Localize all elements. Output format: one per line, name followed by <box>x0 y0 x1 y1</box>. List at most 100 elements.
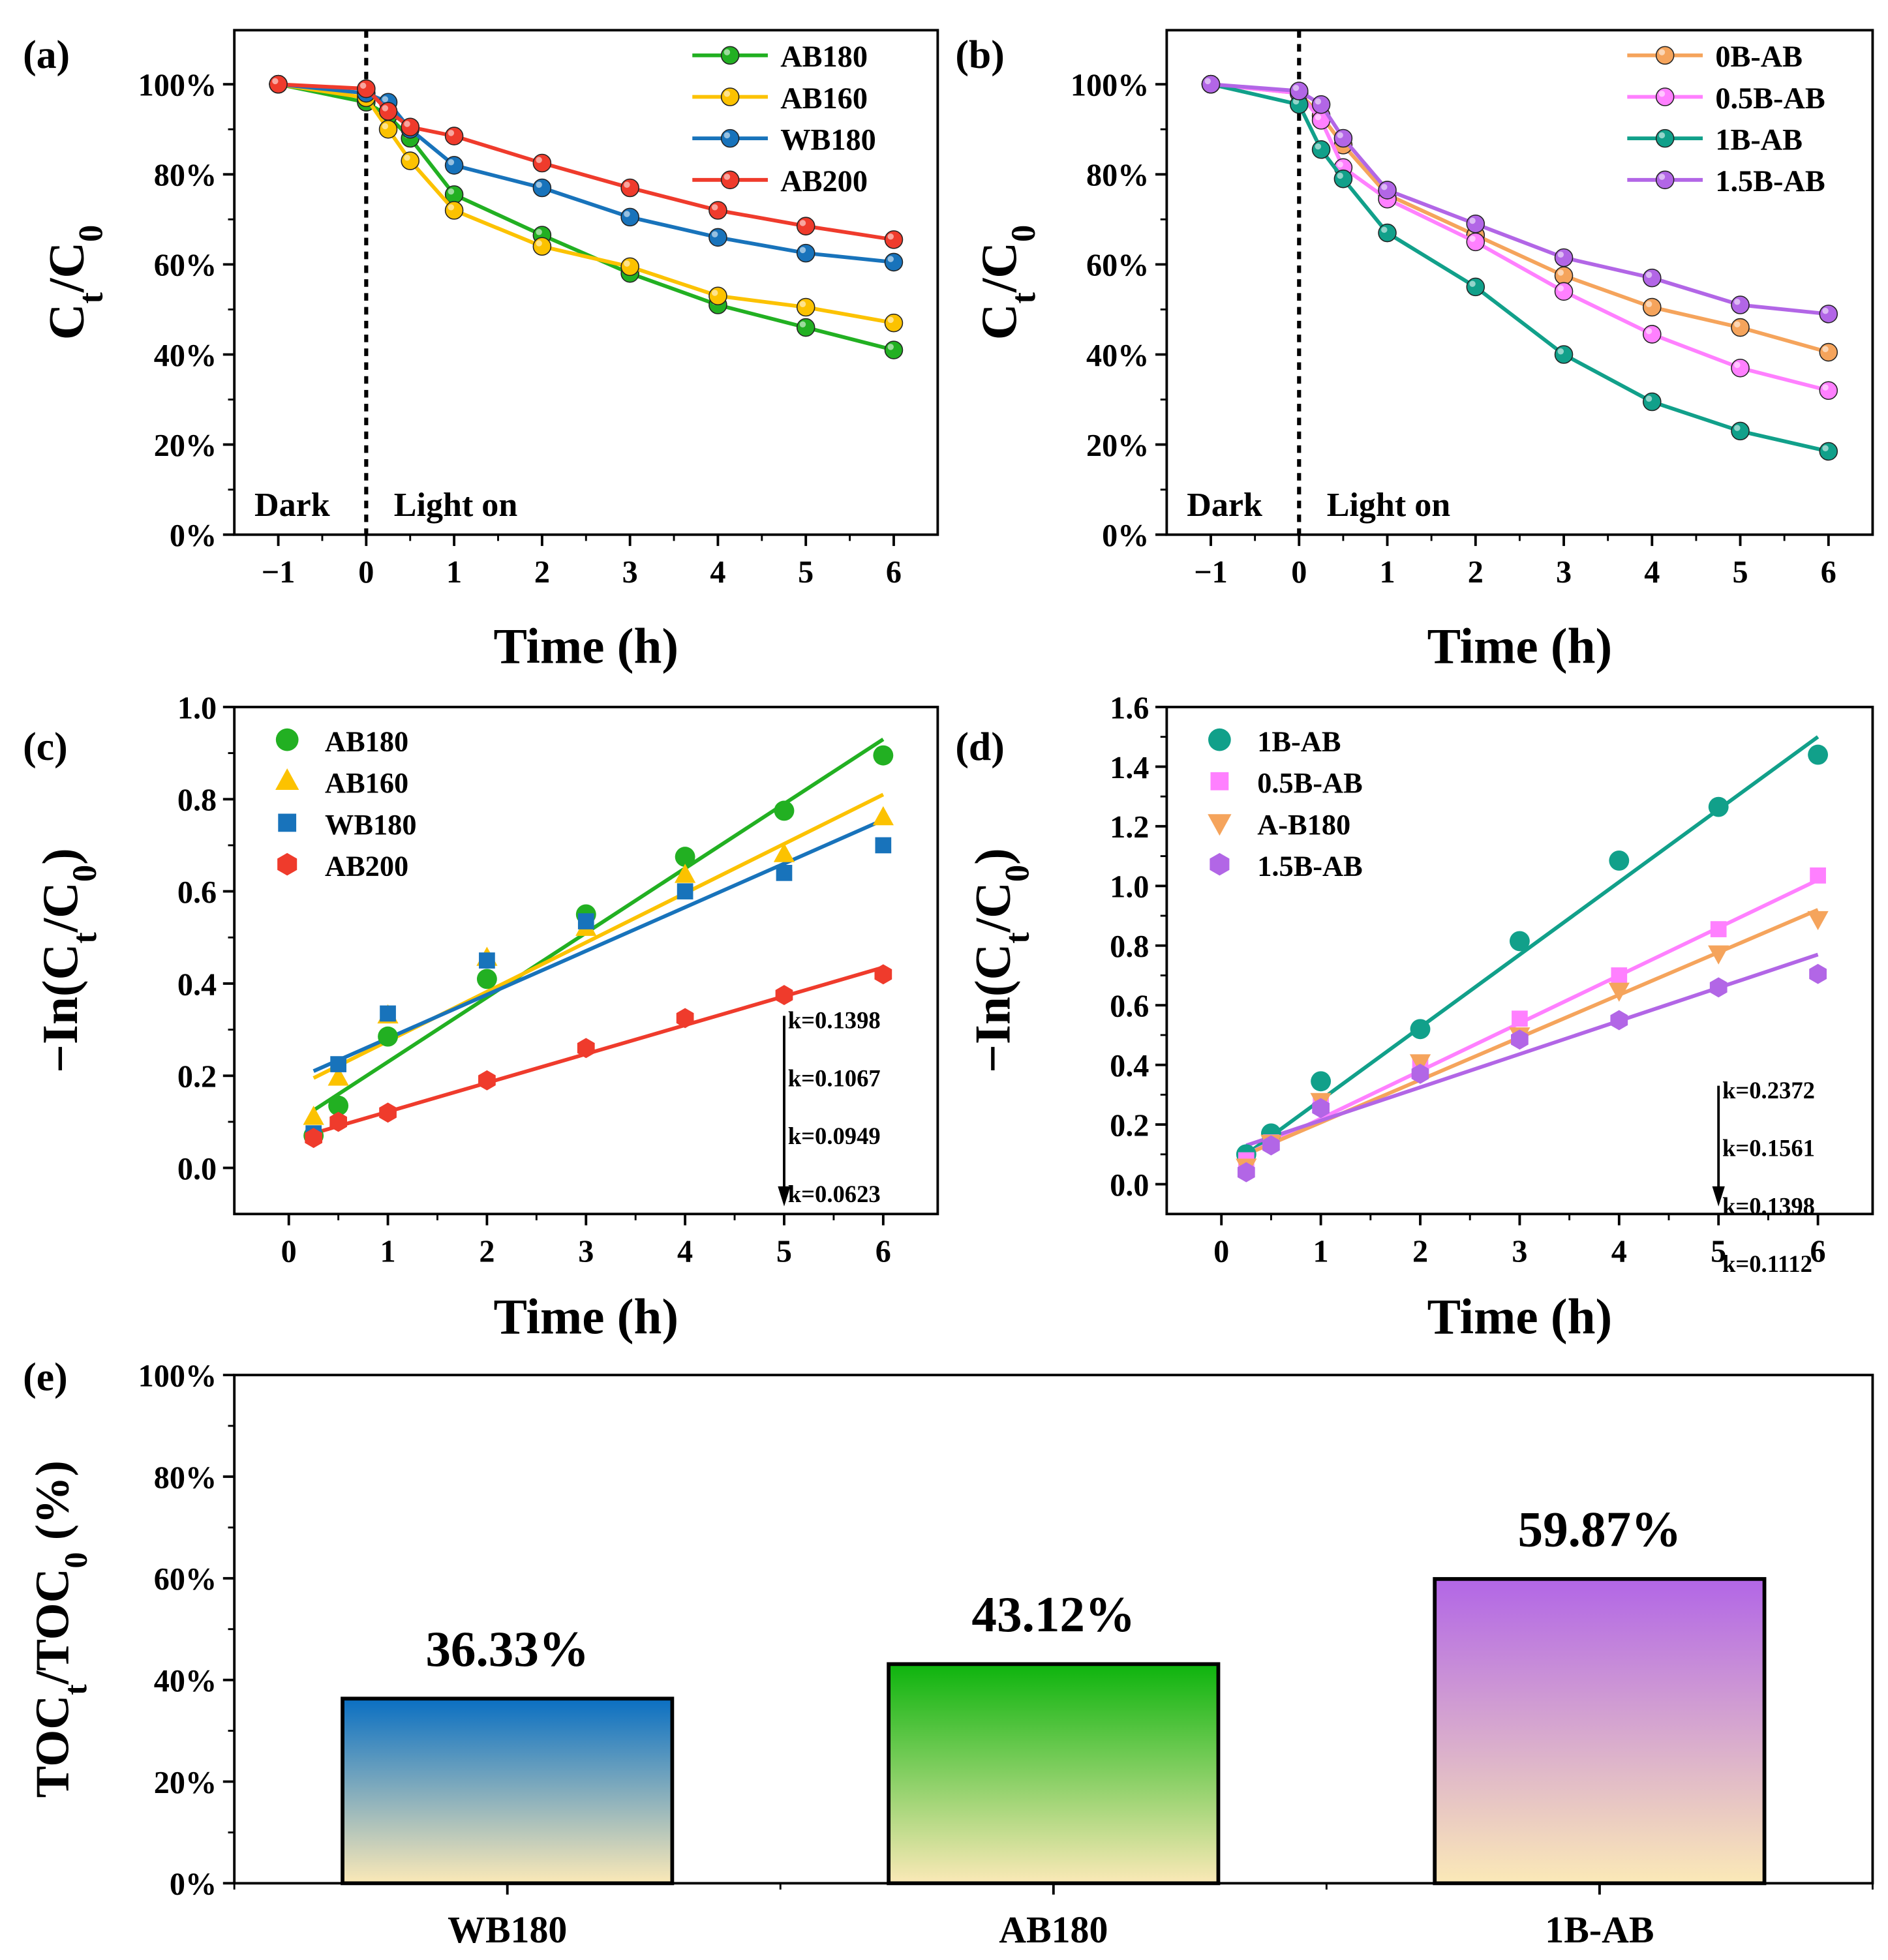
point-AB200-gloss <box>448 130 455 136</box>
point-AB200 <box>577 1038 595 1059</box>
x-tick-label: 4 <box>677 1235 693 1269</box>
label-part: t <box>998 932 1036 944</box>
x-tick-label: 0 <box>281 1235 297 1269</box>
x-tick-label: 1 <box>446 555 462 590</box>
legend-label-1.5B-AB: 1.5B-AB <box>1715 165 1825 198</box>
series-line-1B-AB <box>1210 82 1829 453</box>
y-tick-label: 80% <box>154 158 217 193</box>
x-tick-label: 0 <box>358 555 374 590</box>
y-tick-label: 0.4 <box>1110 1049 1149 1083</box>
legend-marker-WB180 <box>720 128 740 148</box>
point-AB200 <box>379 1102 397 1123</box>
legend-label-1B-AB: 1B-AB <box>1257 725 1341 757</box>
point-AB180-gloss <box>887 344 894 350</box>
y-tick-label: 0.2 <box>1110 1108 1149 1143</box>
label-part: t <box>72 292 110 304</box>
point-AB160-gloss <box>536 240 542 247</box>
x-tick-label: 6 <box>875 1235 891 1269</box>
point-1.5B-AB-gloss <box>1381 183 1388 190</box>
fit-line-AB200 <box>312 965 884 1136</box>
y-tick-label: 80% <box>1086 158 1149 193</box>
point-AB200 <box>884 230 904 249</box>
y-tick-label: 0.8 <box>1110 929 1149 964</box>
point-1B-AB <box>1609 851 1630 871</box>
category-label: 1B-AB <box>1545 1908 1654 1951</box>
point-0.5B-AB-gloss <box>1337 161 1343 168</box>
legend-marker-0.5B-AB <box>1655 87 1675 106</box>
y-tick-label: 60% <box>1086 249 1149 283</box>
label-part: /C <box>971 242 1027 293</box>
y-tick-label: 100% <box>1071 68 1150 103</box>
point-0.5B-AB <box>1611 967 1628 984</box>
legend-label-AB200: AB200 <box>325 849 408 882</box>
category-label: AB180 <box>999 1908 1108 1951</box>
x-tick-label: 3 <box>1556 555 1572 590</box>
x-axis-label: Time (h) <box>493 618 678 674</box>
x-tick-label: 5 <box>776 1235 792 1269</box>
legend-marker-0.5B-AB-gloss <box>1658 91 1666 97</box>
y-tick-label: 1.6 <box>1110 691 1149 725</box>
point-1B-AB-gloss <box>1381 226 1388 234</box>
y-tick-label: 0% <box>170 1867 217 1902</box>
point-AB200 <box>708 201 727 220</box>
legend-marker-AB160 <box>720 87 740 106</box>
k-arrow-head <box>1712 1186 1725 1207</box>
label-part: t <box>1005 292 1043 304</box>
k-label: k=0.2372 <box>1722 1077 1815 1104</box>
point-0.5B-AB-gloss <box>1557 285 1564 292</box>
legend-marker-1.5B-AB <box>1210 852 1230 876</box>
legend-label-WB180: WB180 <box>780 124 876 157</box>
point-WB180-gloss <box>799 247 806 254</box>
point-0B-AB-gloss <box>1645 301 1652 307</box>
point-AB160 <box>773 843 795 862</box>
y-tick-label: 0.0 <box>1110 1168 1149 1203</box>
point-1.5B-AB-gloss <box>1337 132 1343 139</box>
label-part: /C <box>38 242 95 293</box>
point-0.5B-AB-gloss <box>1645 327 1652 335</box>
label-part: ) <box>964 848 1020 865</box>
point-AB200 <box>532 153 552 173</box>
point-WB180 <box>677 883 693 899</box>
point-AB200-gloss <box>887 233 894 240</box>
point-1.5B-AB <box>1731 295 1750 314</box>
y-tick-label: 100% <box>138 68 217 103</box>
point-1.5B-AB-gloss <box>1822 307 1829 314</box>
point-AB180 <box>884 340 904 359</box>
point-WB180-gloss <box>448 159 455 166</box>
x-tick-label: 2 <box>1468 555 1484 590</box>
bar-AB180 <box>887 1662 1221 1886</box>
point-0B-AB <box>1731 318 1750 337</box>
point-1.5B-AB <box>1289 82 1309 100</box>
point-WB180 <box>532 178 552 198</box>
point-1B-AB <box>1311 1071 1332 1092</box>
point-WB180-gloss <box>536 181 542 188</box>
point-AB200 <box>378 102 398 121</box>
dark-label: Dark <box>254 487 330 524</box>
point-WB180 <box>380 1005 396 1022</box>
y-axis-label: TOCt/TOC0 (%) <box>26 1460 93 1798</box>
point-AB200 <box>357 79 376 98</box>
x-tick-label: 3 <box>578 1235 594 1269</box>
point-AB200 <box>444 127 464 145</box>
point-AB160 <box>884 313 904 333</box>
legend-marker-AB180 <box>275 728 299 751</box>
point-0B-AB <box>1554 266 1574 285</box>
x-axis-label: Time (h) <box>1427 618 1613 674</box>
point-AB160-gloss <box>624 260 630 267</box>
y-tick-label: 40% <box>154 1664 217 1698</box>
point-1.5B-AB <box>1819 305 1838 324</box>
point-AB160 <box>327 1066 349 1086</box>
legend-label-1.5B-AB: 1.5B-AB <box>1257 849 1362 882</box>
legend-marker-AB180 <box>720 46 740 65</box>
point-1.5B-AB <box>1312 1098 1330 1119</box>
point-1B-AB <box>1311 140 1331 159</box>
point-0.5B-AB <box>1466 232 1485 252</box>
label-part: TOC <box>26 1695 79 1798</box>
point-1.5B-AB-gloss <box>1469 217 1476 224</box>
point-1.5B-AB-gloss <box>1315 98 1322 105</box>
point-AB160 <box>620 257 639 277</box>
k-label: k=0.0623 <box>788 1181 881 1207</box>
point-WB180 <box>444 156 464 175</box>
panel-label: (c) <box>23 725 68 769</box>
